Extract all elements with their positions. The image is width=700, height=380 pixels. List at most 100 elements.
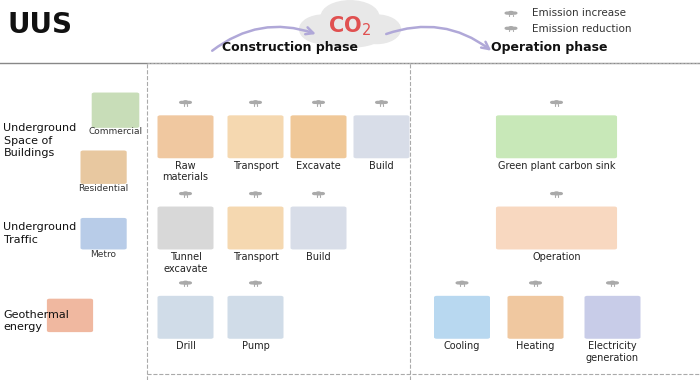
Ellipse shape <box>320 101 324 103</box>
Ellipse shape <box>187 193 191 195</box>
Text: Underground
Traffic: Underground Traffic <box>4 223 77 245</box>
FancyBboxPatch shape <box>80 150 127 184</box>
FancyBboxPatch shape <box>158 296 214 339</box>
Ellipse shape <box>505 27 510 29</box>
FancyBboxPatch shape <box>496 116 617 158</box>
Ellipse shape <box>320 193 324 195</box>
Text: UUS: UUS <box>7 11 72 40</box>
Ellipse shape <box>383 101 387 103</box>
Ellipse shape <box>257 193 261 195</box>
Ellipse shape <box>537 282 541 284</box>
Text: Transport: Transport <box>232 252 279 262</box>
Ellipse shape <box>459 283 465 284</box>
Ellipse shape <box>554 193 559 195</box>
Ellipse shape <box>183 281 188 283</box>
FancyBboxPatch shape <box>80 218 127 250</box>
Ellipse shape <box>187 101 191 103</box>
Text: Heating: Heating <box>517 341 554 351</box>
FancyBboxPatch shape <box>47 299 93 332</box>
Text: Green plant carbon sink: Green plant carbon sink <box>498 161 615 171</box>
Text: Residential: Residential <box>78 184 129 193</box>
Ellipse shape <box>183 283 188 284</box>
Ellipse shape <box>558 101 562 103</box>
FancyBboxPatch shape <box>584 296 640 339</box>
Ellipse shape <box>180 282 184 284</box>
Ellipse shape <box>505 12 510 14</box>
FancyBboxPatch shape <box>434 296 490 339</box>
FancyBboxPatch shape <box>92 93 139 128</box>
Ellipse shape <box>313 193 317 195</box>
Ellipse shape <box>508 13 514 14</box>
Text: Commercial: Commercial <box>88 127 143 136</box>
Text: Construction phase: Construction phase <box>223 41 358 54</box>
Ellipse shape <box>183 193 188 195</box>
FancyBboxPatch shape <box>228 207 284 250</box>
Ellipse shape <box>551 193 555 195</box>
Text: CO$_2$: CO$_2$ <box>328 15 372 38</box>
Ellipse shape <box>250 101 254 103</box>
Text: Raw
materials: Raw materials <box>162 161 209 182</box>
FancyBboxPatch shape <box>158 116 214 158</box>
Text: Build: Build <box>369 161 394 171</box>
Ellipse shape <box>512 12 517 14</box>
Ellipse shape <box>253 192 258 194</box>
Ellipse shape <box>250 193 254 195</box>
Ellipse shape <box>257 282 261 284</box>
Ellipse shape <box>614 282 618 284</box>
Text: Underground
Space of
Buildings: Underground Space of Buildings <box>4 123 77 158</box>
Ellipse shape <box>509 27 513 29</box>
Text: Cooling: Cooling <box>444 341 480 351</box>
Ellipse shape <box>554 192 559 194</box>
Text: Metro: Metro <box>90 250 117 259</box>
Text: Transport: Transport <box>232 161 279 171</box>
Ellipse shape <box>253 193 258 195</box>
Text: Build: Build <box>306 252 331 262</box>
FancyBboxPatch shape <box>158 207 214 250</box>
FancyBboxPatch shape <box>290 116 346 158</box>
Ellipse shape <box>316 101 321 103</box>
Ellipse shape <box>318 25 382 47</box>
Ellipse shape <box>187 282 191 284</box>
Ellipse shape <box>610 283 615 284</box>
Ellipse shape <box>183 101 188 103</box>
FancyArrowPatch shape <box>386 27 489 49</box>
Text: Emission reduction: Emission reduction <box>532 24 631 33</box>
Ellipse shape <box>183 192 188 194</box>
Text: Excavate: Excavate <box>296 161 341 171</box>
Ellipse shape <box>508 28 514 30</box>
Ellipse shape <box>533 283 538 284</box>
Text: Tunnel
excavate: Tunnel excavate <box>163 252 208 274</box>
Ellipse shape <box>316 193 321 195</box>
Text: Electricity
generation: Electricity generation <box>586 341 639 363</box>
Ellipse shape <box>321 1 379 32</box>
Ellipse shape <box>554 102 559 104</box>
Ellipse shape <box>300 15 347 44</box>
Ellipse shape <box>313 101 317 103</box>
Ellipse shape <box>183 102 188 104</box>
Ellipse shape <box>456 282 461 284</box>
FancyBboxPatch shape <box>354 116 410 158</box>
Text: Operation phase: Operation phase <box>491 41 608 54</box>
Ellipse shape <box>530 282 534 284</box>
FancyBboxPatch shape <box>508 296 564 339</box>
Ellipse shape <box>379 102 384 104</box>
Ellipse shape <box>250 282 254 284</box>
Ellipse shape <box>253 102 258 104</box>
Ellipse shape <box>376 101 380 103</box>
Ellipse shape <box>353 15 400 44</box>
FancyArrowPatch shape <box>212 27 313 51</box>
Ellipse shape <box>460 281 464 283</box>
Ellipse shape <box>558 193 562 195</box>
Ellipse shape <box>463 282 468 284</box>
FancyBboxPatch shape <box>290 207 346 250</box>
Text: Emission increase: Emission increase <box>532 8 626 18</box>
Ellipse shape <box>253 101 258 103</box>
Text: Drill: Drill <box>176 341 195 351</box>
FancyBboxPatch shape <box>228 116 284 158</box>
Ellipse shape <box>316 102 321 104</box>
Text: Operation: Operation <box>532 252 581 262</box>
Ellipse shape <box>180 101 184 103</box>
Ellipse shape <box>509 11 513 14</box>
Text: Geothermal
energy: Geothermal energy <box>4 310 69 332</box>
Ellipse shape <box>512 27 517 29</box>
